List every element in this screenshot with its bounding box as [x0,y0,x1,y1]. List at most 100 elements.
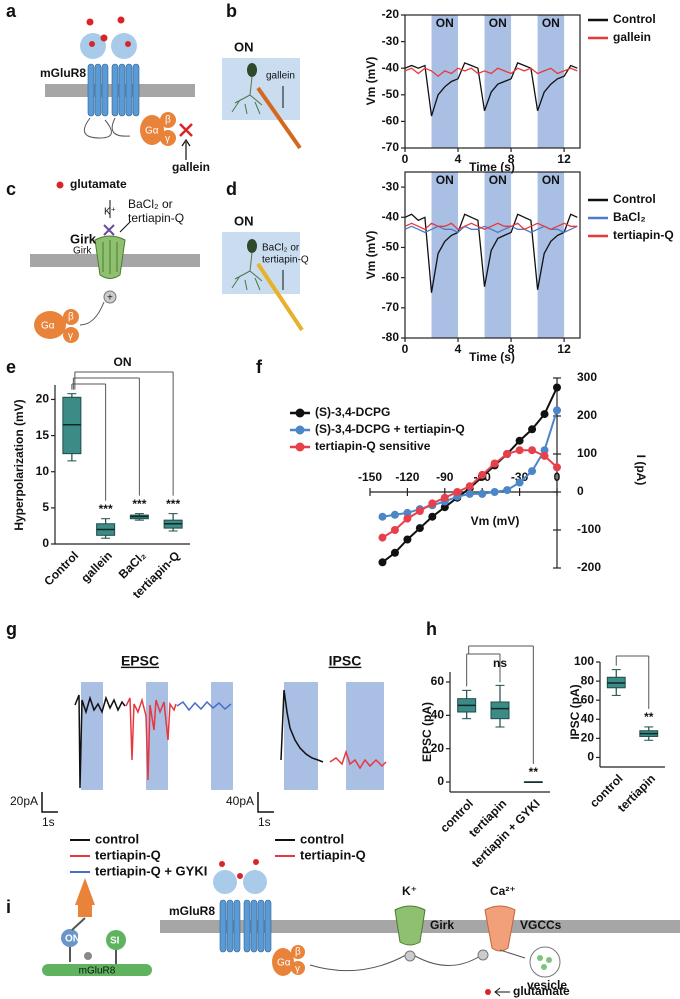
marker [415,524,424,533]
significance-label: *** [166,497,180,511]
ion-label: K⁺ [104,207,116,218]
scale-y-label: 40pA [226,794,254,808]
ipsc-title: IPSC [329,653,362,669]
pipette [256,86,302,150]
marker [415,507,424,515]
marker [503,486,512,495]
legend-label: tertiapin-Q + GYKI [95,863,207,878]
stim-band [537,15,565,148]
legend-label: Control [613,192,656,206]
channel-label-small: Girk [73,246,92,257]
marker [478,470,487,479]
legend-marker [295,442,305,452]
g-gamma-label: γ [165,134,170,145]
blocker-label: gallein [172,160,210,174]
g-alpha [140,115,164,145]
x-tick-label: 4 [455,152,462,166]
lobe [243,870,267,894]
x-tick-label: 0 [554,470,561,484]
y-axis-label: Vm (mV) [364,231,378,280]
stim-band [431,172,459,338]
epsc-control-trace [74,694,126,789]
minus [84,952,92,960]
marker [390,510,399,519]
legend-label: glutamate [70,177,127,191]
stim-band [431,15,459,148]
x-tick-label: 8 [508,152,515,166]
g-alpha [272,948,294,976]
marker [378,533,387,542]
series-line [404,62,578,117]
x-tick-label: 4 [455,342,462,356]
significance-label: *** [132,497,146,511]
g-beta [291,945,305,959]
legend-label: tertiapin-Q [300,847,366,862]
legend-label: Control [613,12,656,26]
receptor-label: mGluR8 [40,66,86,80]
x-tick-label: -120 [395,470,419,484]
epsc-gyki-trace [176,700,232,712]
drug-label: tertiapin-Q [128,211,184,225]
x-tick-label: 0 [402,342,409,356]
ion-label: K⁺ [402,884,417,898]
loop [83,117,131,139]
legend-marker [295,425,305,435]
y-tick-label: 20 [36,392,50,406]
y-axis-label: I (pA) [634,455,648,486]
marker [503,450,512,458]
receptor [87,63,140,117]
scale-y-label: 20pA [10,794,38,808]
stim-label: ON [542,173,560,187]
glutamate-dots [86,16,131,47]
plot-frame [404,171,581,339]
marker [515,478,524,487]
ipsc-control-trace [280,689,324,763]
y-tick-label: -20 [382,7,400,21]
box [490,701,510,720]
y-tick-label: -30 [382,179,400,193]
panel-label: c [6,179,16,199]
y-tick-label: -50 [382,240,400,254]
legend-dot [485,989,491,995]
stim-bands [81,682,384,790]
y-tick-label: -70 [382,140,400,154]
vgcc-label: VGCCs [520,918,562,932]
stim-label: ON [234,213,254,228]
plot-frame [404,14,581,149]
y-tick-label: 100 [577,446,597,460]
y-tick-label: 60 [431,674,445,688]
si-label: SI [110,936,120,947]
x-tick-label: Control [41,548,81,588]
stim-band [537,172,565,338]
marker [378,558,387,567]
significance-label: ** [529,765,539,779]
y-tick-label: 20 [581,731,595,745]
marker [478,489,487,498]
y-tick-label: -40 [382,60,400,74]
plus [103,290,117,304]
stim-label: ON [489,173,507,187]
cone [75,878,95,905]
g-beta-label: β [295,947,301,958]
epsc-title: EPSC [121,653,159,669]
scale-x-label: 1s [42,815,55,829]
y-tick-label: -40 [382,209,400,223]
x-axis-label: Time (s) [469,350,515,364]
g-gamma-label: γ [295,964,300,975]
panel-label: e [6,357,16,377]
panel-label: d [226,179,237,199]
y-tick-label: 200 [577,408,597,422]
panel-label: i [6,897,11,917]
series-line [404,222,578,231]
arrow [499,949,526,959]
block-x [179,123,193,137]
stim-label: ON [436,173,454,187]
marker [378,512,387,521]
channel-label: Girk [70,231,97,246]
drug-label: BaCl₂ or [262,243,300,254]
stim-band [484,15,512,148]
g-gamma [291,961,305,975]
y-tick-label: 300 [577,370,597,384]
y-tick-label: 60 [581,692,595,706]
